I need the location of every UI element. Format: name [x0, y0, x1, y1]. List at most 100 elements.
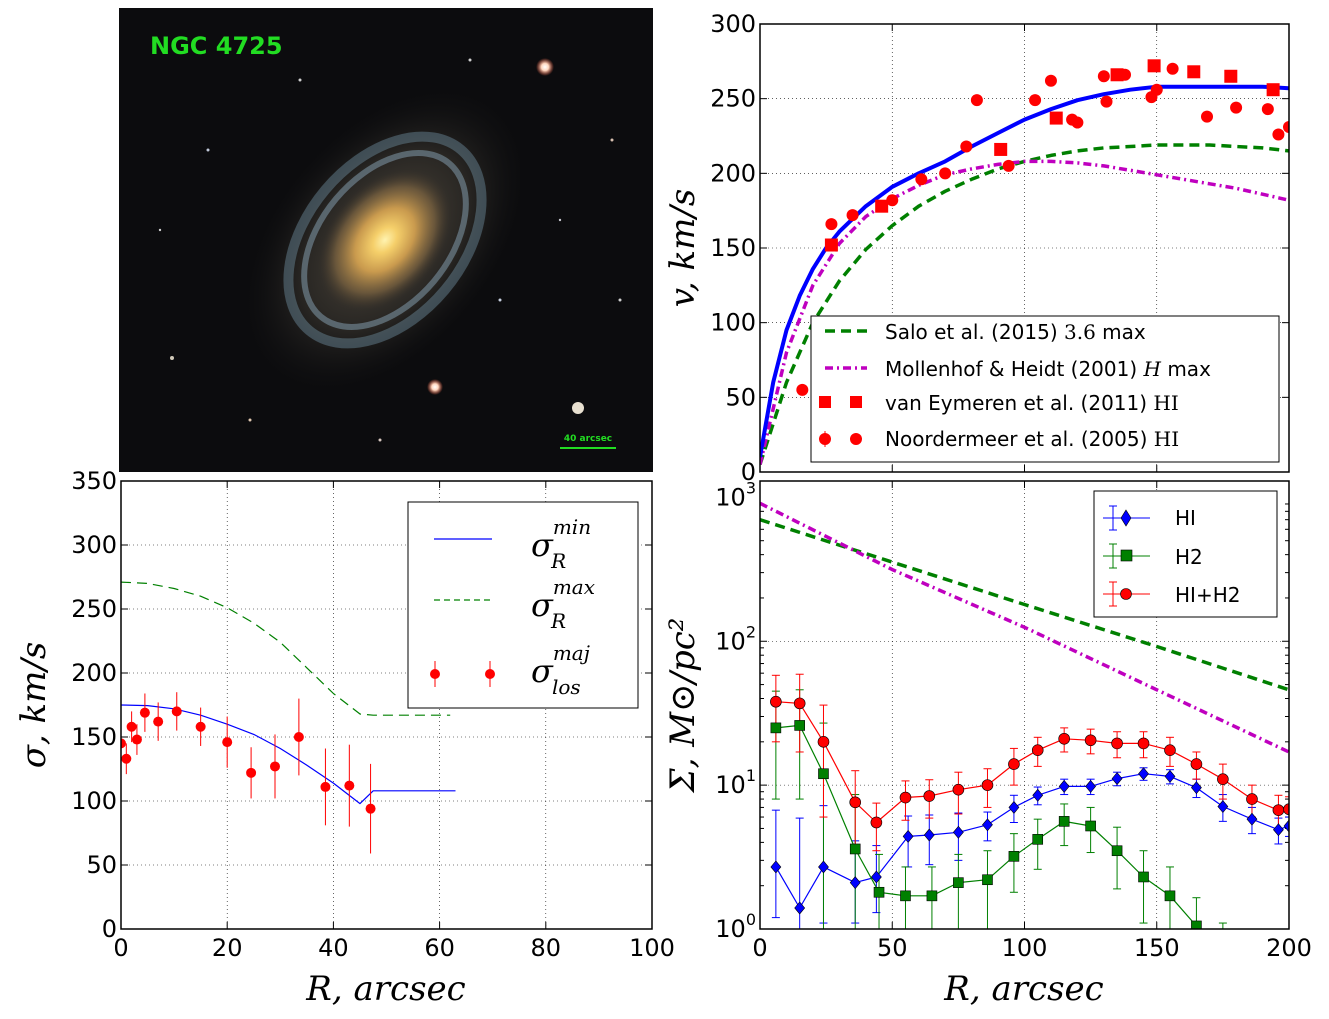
data-point	[126, 721, 137, 732]
data-point	[1044, 74, 1057, 87]
data-point	[1283, 121, 1289, 134]
data-point	[320, 781, 331, 792]
data-point	[1191, 781, 1202, 795]
data-point	[770, 722, 782, 734]
data-point	[1032, 788, 1044, 802]
data-point	[1002, 159, 1015, 172]
legend-marker-vaneymeren	[819, 396, 862, 408]
data-point	[1246, 812, 1258, 826]
data-point	[1138, 871, 1149, 883]
data-point	[1166, 62, 1179, 75]
data-point	[139, 707, 150, 718]
rotation-ylabel: v, km/s	[663, 189, 703, 308]
x-tick-label: 100	[629, 934, 675, 962]
x-tick-label: 100	[1002, 934, 1048, 962]
legend-label-total: HI+H2	[1175, 583, 1240, 607]
legend-label-noordermeer: Noordermeer et al. (2005) HI	[885, 427, 1179, 451]
data-point	[796, 383, 809, 396]
data-point	[1150, 83, 1163, 96]
series-line	[760, 84, 1289, 458]
series-line	[121, 704, 456, 805]
data-point	[1273, 823, 1284, 837]
y-tick-label: 200	[71, 659, 117, 687]
data-point	[875, 199, 889, 213]
data-point	[899, 791, 912, 804]
data-point	[1100, 95, 1113, 108]
data-point	[770, 695, 782, 708]
data-point	[171, 706, 182, 717]
dispersion-ylabel: σ, km/s	[14, 642, 54, 769]
rotation-legend: Salo et al. (2015) 3.6 max Mollenhof & H…	[810, 315, 1280, 463]
data-point	[923, 790, 936, 802]
y-tick-label: 100	[715, 910, 756, 943]
data-point	[1084, 734, 1097, 747]
data-point	[970, 94, 983, 107]
data-point	[1266, 83, 1280, 97]
data-point	[121, 738, 126, 749]
series-line	[760, 501, 1289, 754]
data-point	[1217, 773, 1229, 785]
data-point	[1187, 65, 1201, 79]
data-point	[1058, 732, 1070, 745]
dispersion-y-ticks: 0 50 100 150 200 250 300 350	[71, 467, 117, 943]
data-point	[849, 843, 861, 855]
galaxy-image: NGC 4725 40 arcsec	[119, 8, 653, 472]
data-point	[1049, 111, 1063, 125]
legend-marker-hi	[1103, 505, 1150, 531]
dispersion-panel: 0 50 100 150 200 250 300 350 0 20 40 60 80 100 R, ar…	[14, 467, 675, 1009]
data-point	[982, 818, 993, 832]
data-point	[1119, 68, 1132, 81]
rotation-y-ticks: 0 50 100 150 200 250 300	[710, 10, 756, 486]
data-point	[1071, 116, 1084, 129]
data-point	[1111, 772, 1123, 786]
data-point	[246, 767, 257, 778]
data-point	[981, 779, 994, 791]
data-point	[817, 736, 830, 748]
data-point	[131, 734, 142, 745]
data-point	[1137, 737, 1150, 750]
data-point	[1283, 803, 1289, 816]
y-tick-label: 300	[710, 10, 756, 38]
y-tick-label: 50	[725, 383, 756, 411]
legend-marker-sigma-los	[430, 661, 495, 687]
y-tick-label: 200	[710, 159, 756, 187]
y-tick-label: 50	[86, 851, 117, 879]
galaxy-title: NGC 4725	[150, 32, 283, 60]
data-point	[846, 209, 859, 222]
legend-label-sigma-min: σmin R	[531, 515, 591, 573]
surface-x-ticks: 0 50 100 150 200	[752, 934, 1312, 962]
dispersion-xlabel: R, arcsec	[305, 969, 465, 1009]
data-point	[365, 803, 376, 814]
surface-series	[760, 501, 1289, 956]
data-point	[849, 796, 862, 809]
x-tick-label: 200	[1266, 934, 1312, 962]
y-tick-label: 0	[102, 915, 117, 943]
legend-label-vaneymeren: van Eymeren et al. (2011) HI	[885, 391, 1179, 415]
data-point	[1138, 767, 1149, 781]
data-point	[1191, 920, 1202, 929]
data-point	[153, 716, 164, 727]
data-point	[1218, 946, 1228, 956]
data-point	[1008, 800, 1020, 814]
y-tick-label: 250	[71, 595, 117, 623]
data-point	[1085, 779, 1097, 793]
x-tick-label: 80	[531, 934, 562, 962]
surface-y-ticks: 100 101 102 103	[715, 478, 756, 943]
y-tick-label: 150	[71, 723, 117, 751]
surface-density-panel: 100 101 102 103 0 50 100 150 200 R, arcsec Σ, M…	[663, 478, 1312, 1009]
data-point	[1164, 769, 1176, 783]
data-point	[824, 238, 838, 252]
surface-ylabel: Σ, M⊙/pc²	[663, 618, 703, 795]
data-point	[770, 860, 782, 874]
data-point	[1246, 793, 1258, 805]
data-point	[886, 194, 899, 207]
data-point	[902, 829, 914, 843]
x-tick-label: 0	[113, 934, 128, 962]
data-point	[1224, 69, 1238, 83]
scale-label: 40 arcsec	[564, 434, 612, 444]
data-point	[1058, 779, 1070, 793]
y-tick-label: 250	[710, 85, 756, 113]
data-point	[344, 780, 355, 791]
series-line	[760, 159, 1289, 465]
data-point	[960, 140, 973, 153]
